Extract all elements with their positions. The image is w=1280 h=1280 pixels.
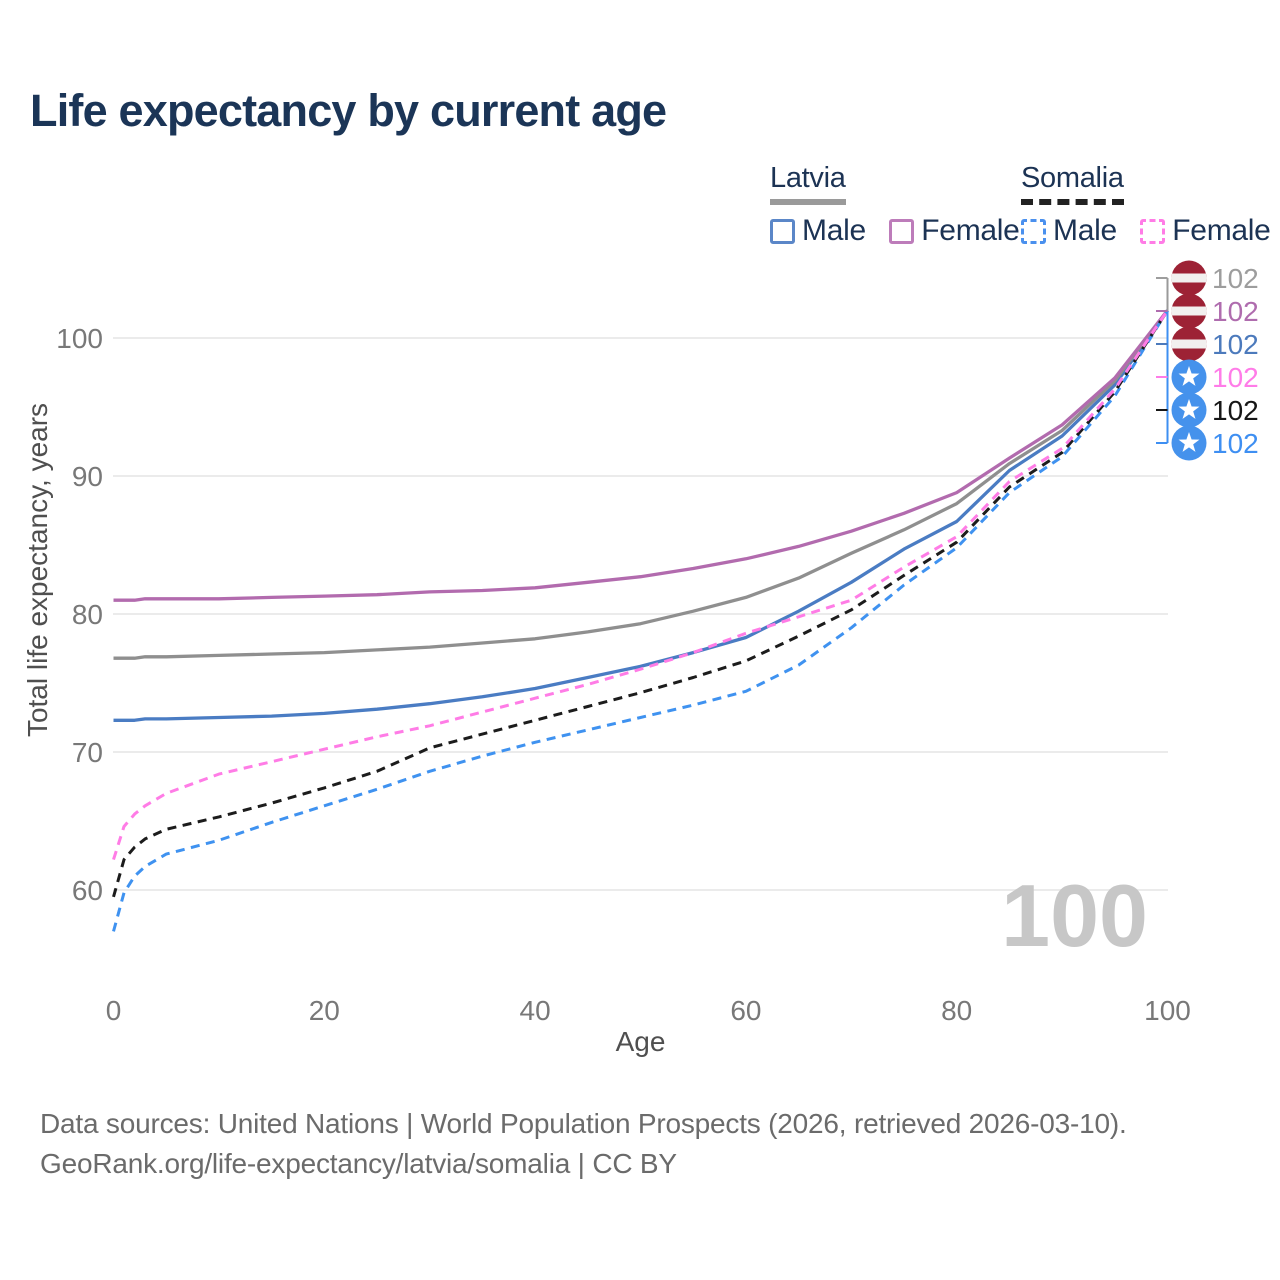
somalia-female-swatch-icon (1140, 218, 1166, 244)
legend-country-somalia[interactable]: Somalia (1021, 162, 1124, 194)
legend-country-latvia[interactable]: Latvia (770, 162, 846, 194)
x-tick-label: 80 (941, 995, 972, 1026)
end-value-label-latvia-male: 102 (1212, 329, 1259, 360)
page-title: Life expectancy by current age (30, 85, 667, 136)
line-somalia-female (112, 309, 1169, 861)
flag-latvia-icon (1171, 260, 1207, 296)
line-somalia-all (112, 309, 1169, 898)
x-tick-label: 20 (309, 995, 340, 1026)
x-axis-title: Age (616, 1026, 666, 1057)
latvia-line-swatch (770, 199, 846, 205)
end-value-label-latvia-all: 102 (1212, 263, 1259, 294)
y-tick-label: 100 (56, 323, 103, 354)
legend-item-somalia-female[interactable]: Female (1140, 214, 1271, 248)
flag-somalia-icon (1171, 392, 1207, 428)
flag-latvia-icon (1171, 326, 1207, 362)
legend-group-latvia: Latvia Male Female (770, 162, 1039, 249)
legend-group-somalia: Somalia Male Female (1021, 162, 1280, 249)
latvia-male-swatch-icon (770, 218, 795, 244)
somalia-line-swatch (1021, 199, 1124, 205)
end-value-label-somalia-male: 102 (1212, 428, 1259, 459)
latvia-female-swatch-icon (889, 218, 915, 244)
line-somalia-male (112, 309, 1169, 932)
y-tick-label: 60 (72, 875, 103, 906)
footer-sources: Data sources: United Nations | World Pop… (40, 1108, 1127, 1139)
footer-attribution: GeoRank.org/life-expectancy/latvia/somal… (40, 1148, 677, 1179)
x-tick-label: 60 (730, 995, 761, 1026)
flag-somalia-icon (1171, 359, 1207, 395)
end-value-label-somalia-female: 102 (1212, 362, 1259, 393)
flag-somalia-icon (1171, 425, 1207, 461)
line-latvia-female (113, 309, 1169, 602)
end-value-label-latvia-female: 102 (1212, 296, 1259, 327)
x-tick-label: 40 (520, 995, 551, 1026)
somalia-male-swatch-icon (1021, 218, 1046, 244)
legend-item-somalia-male[interactable]: Male (1021, 214, 1117, 248)
line-latvia-all (113, 309, 1169, 660)
x-tick-label: 0 (106, 995, 122, 1026)
legend-item-latvia-female[interactable]: Female (889, 214, 1020, 248)
line-latvia-male (113, 309, 1169, 722)
end-value-label-somalia-all: 102 (1212, 395, 1259, 426)
x-tick-label: 100 (1144, 995, 1191, 1026)
y-tick-label: 90 (72, 461, 103, 492)
age-counter: 100 (1001, 866, 1148, 965)
legend-item-latvia-male[interactable]: Male (770, 214, 866, 248)
y-tick-label: 80 (72, 599, 103, 630)
footer: Data sources: United Nations | World Pop… (40, 1104, 1127, 1184)
y-tick-label: 70 (72, 737, 103, 768)
y-axis-title: Total life expectancy, years (22, 403, 53, 737)
flag-latvia-icon (1171, 293, 1207, 329)
